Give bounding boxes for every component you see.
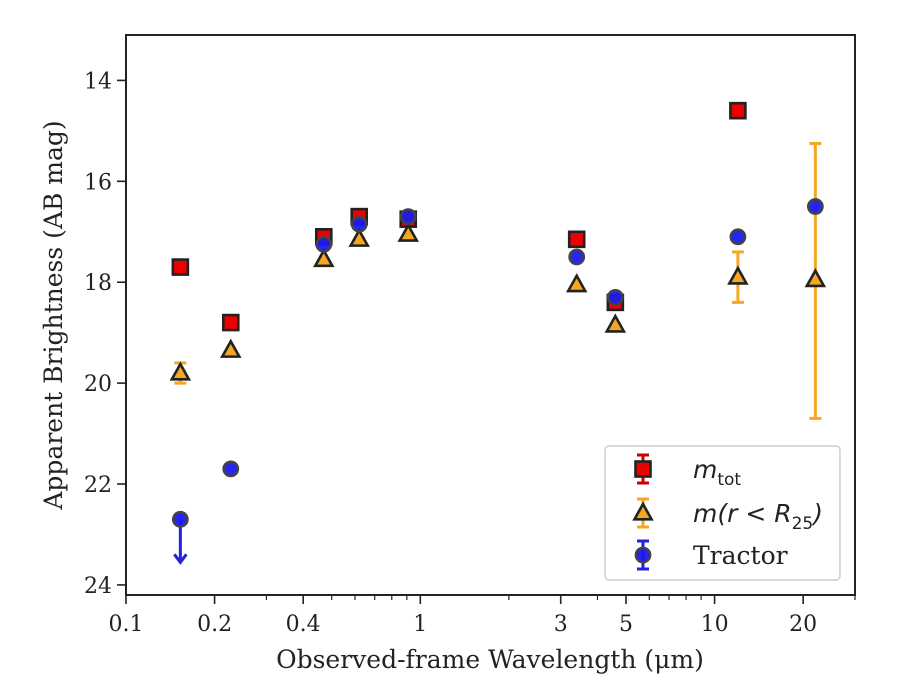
data-point [806,198,824,215]
y-tick-label: 18 [84,271,112,296]
y-tick-label: 22 [84,473,112,498]
circle-marker [315,235,333,253]
circle-marker [399,208,417,226]
data-point [727,250,749,304]
data-point [171,510,189,565]
upper-limit-arrowhead [173,553,188,565]
data-point [565,273,588,293]
triangle-marker [313,247,335,268]
x-tick-label: 0.1 [109,612,144,637]
square-marker [171,258,190,276]
circle-marker [606,288,624,306]
data-point [171,258,190,276]
data-point [399,208,417,226]
square-marker [567,230,586,249]
series-circle [171,198,824,565]
x-tick-label: 3 [554,612,568,637]
circle-marker [222,460,240,478]
x-tick-label: 0.2 [197,612,232,637]
legend-label-main: Tractor [693,541,788,570]
data-point [729,228,747,246]
circle-marker [634,546,652,564]
circle-marker [350,215,368,233]
circle-marker [171,510,189,528]
x-axis: 0.1 0.2 0.4 1 3 5 10 20 [109,595,856,637]
legend-label: mtot [693,455,741,490]
data-point [221,313,240,332]
triangle-marker [397,222,420,242]
circle-marker [729,228,747,246]
triangle-marker [632,501,654,521]
square-marker [729,101,747,120]
triangle-marker [169,361,192,381]
legend-entry: mtot [634,453,741,490]
data-point [604,313,627,333]
data-point [729,101,747,120]
triangle-marker [604,313,627,333]
circle-marker [568,248,586,266]
data-point [606,288,624,306]
data-point [804,141,827,420]
triangle-marker [727,265,749,285]
y-axis: 14 16 18 20 22 24 [84,69,126,599]
legend-label-tail: ) [811,499,823,528]
legend-label-main: m(r < R [693,499,792,528]
x-tick-label: 20 [789,612,817,637]
legend-entry: m(r < R25) [632,497,823,534]
circle-marker [806,198,824,215]
data-point [568,248,586,266]
legend-label-subscript: tot [717,470,741,490]
data-point [397,222,420,242]
legend-entry: Tractor [634,539,788,571]
x-tick-label: 10 [701,612,729,637]
y-tick-label: 24 [84,574,112,599]
plot-frame [125,34,856,596]
square-marker [634,460,652,478]
data-point [169,361,192,385]
y-tick-label: 16 [84,170,112,195]
data-point [220,338,242,358]
legend-box [604,445,841,581]
series-triangle [169,141,827,420]
y-tick-label: 14 [84,69,112,94]
x-tick-label: 5 [619,612,633,637]
data-point [350,215,368,233]
triangle-marker [348,227,370,247]
data-point [315,235,333,253]
legend: mtot m(r < R25) Tractor [604,445,841,581]
y-axis-label: Apparent Brightness (AB mag) [39,120,68,510]
data-point [313,247,335,268]
x-axis-label: Observed-frame Wavelength (μm) [276,645,704,674]
square-marker [221,313,240,332]
y-tick-label: 20 [84,372,112,397]
legend-label: m(r < R25) [693,499,823,534]
triangle-marker [220,338,242,358]
x-tick-label: 0.4 [286,612,321,637]
x-tick-label: 1 [413,612,427,637]
chart-marks [169,101,827,565]
series-square [171,101,747,332]
legend-label-subscript: 25 [792,514,814,534]
legend-label-main: m [693,455,717,484]
data-point [348,227,370,247]
triangle-marker [565,273,588,293]
data-point [567,230,586,249]
data-point [222,460,240,478]
triangle-marker [804,268,827,288]
legend-label: Tractor [693,541,788,570]
